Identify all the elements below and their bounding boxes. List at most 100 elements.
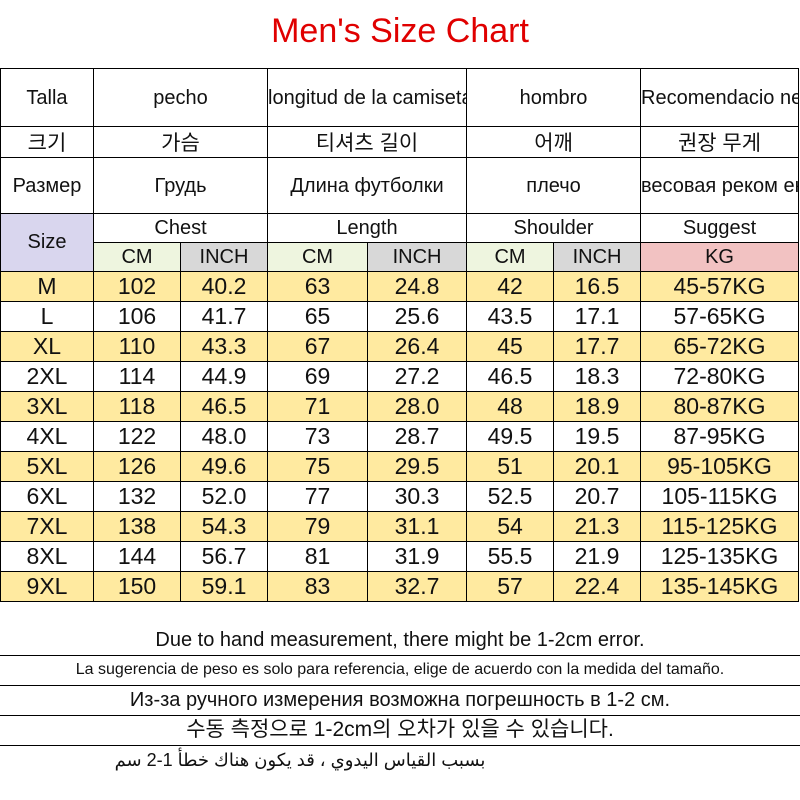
cell-shoulder-inch: 17.7 <box>553 331 642 362</box>
header-chest-en: Chest <box>93 213 268 243</box>
cell-size: 3XL <box>0 391 94 422</box>
cell-length-inch: 32.7 <box>366 571 468 602</box>
cell-weight-kg: 72-80KG <box>640 361 800 392</box>
cell-shoulder-inch: 20.1 <box>553 451 642 482</box>
cell-weight-kg: 57-65KG <box>640 301 800 332</box>
cell-weight-kg: 87-95KG <box>640 421 800 452</box>
unit-length-cm: CM <box>267 242 368 272</box>
header-shoulder-ko: 어깨 <box>466 126 642 158</box>
header-shoulder-ru: плечо <box>466 157 642 214</box>
cell-chest-inch: 52.0 <box>180 481 268 512</box>
cell-shoulder-inch: 18.9 <box>553 391 642 422</box>
cell-size: M <box>0 271 94 302</box>
unit-chest-inch: INCH <box>180 242 268 272</box>
table-row: 5XL 126 49.6 75 29.5 51 20.1 95-105KG <box>0 451 800 482</box>
header-length-ru: Длина футболки <box>266 157 468 214</box>
cell-weight-kg: 45-57KG <box>640 271 800 302</box>
cell-length-cm: 75 <box>267 451 368 482</box>
cell-weight-kg: 115-125KG <box>640 511 800 542</box>
cell-length-cm: 71 <box>267 391 368 422</box>
cell-shoulder-inch: 20.7 <box>553 481 642 512</box>
cell-size: L <box>0 301 94 332</box>
cell-length-inch: 31.9 <box>366 541 468 572</box>
cell-shoulder-cm: 42 <box>466 271 555 302</box>
notes-section: Due to hand measurement, there might be … <box>0 626 800 775</box>
cell-chest-inch: 48.0 <box>180 421 268 452</box>
cell-weight-kg: 95-105KG <box>640 451 800 482</box>
cell-length-inch: 31.1 <box>366 511 468 542</box>
cell-shoulder-inch: 17.1 <box>553 301 642 332</box>
cell-shoulder-cm: 57 <box>466 571 555 602</box>
cell-size: 7XL <box>0 511 94 542</box>
cell-weight-kg: 135-145KG <box>640 571 800 602</box>
cell-chest-inch: 54.3 <box>180 511 268 542</box>
unit-length-inch: INCH <box>366 242 468 272</box>
cell-length-cm: 77 <box>267 481 368 512</box>
cell-length-cm: 79 <box>267 511 368 542</box>
cell-chest-cm: 110 <box>93 331 181 362</box>
note-spanish: La sugerencia de peso es solo para refer… <box>0 656 800 686</box>
cell-shoulder-cm: 51 <box>466 451 555 482</box>
cell-chest-cm: 126 <box>93 451 181 482</box>
note-arabic: بسبب القياس اليدوي ، قد يكون هناك خطأ 1-… <box>114 750 486 770</box>
cell-length-cm: 65 <box>267 301 368 332</box>
cell-size: 8XL <box>0 541 94 572</box>
table-row: XL 110 43.3 67 26.4 45 17.7 65-72KG <box>0 331 800 362</box>
cell-chest-inch: 44.9 <box>180 361 268 392</box>
cell-length-cm: 73 <box>267 421 368 452</box>
header-size-es: Talla <box>0 68 94 127</box>
cell-chest-cm: 132 <box>93 481 181 512</box>
header-row-english: Size Chest Length Shoulder Suggest <box>0 213 800 272</box>
unit-weight-kg: KG <box>640 242 800 272</box>
table-row: M 102 40.2 63 24.8 42 16.5 45-57KG <box>0 271 800 302</box>
cell-weight-kg: 125-135KG <box>640 541 800 572</box>
cell-shoulder-inch: 19.5 <box>553 421 642 452</box>
unit-chest-cm: CM <box>93 242 181 272</box>
cell-size: 5XL <box>0 451 94 482</box>
header-row-korean: 크기 가슴 티셔츠 길이 어깨 권장 무게 <box>0 126 800 158</box>
header-size-ru: Размер <box>0 157 94 214</box>
header-size-en: Size <box>0 213 94 272</box>
cell-chest-cm: 102 <box>93 271 181 302</box>
cell-chest-inch: 40.2 <box>180 271 268 302</box>
cell-length-inch: 28.0 <box>366 391 468 422</box>
cell-chest-cm: 118 <box>93 391 181 422</box>
cell-chest-cm: 122 <box>93 421 181 452</box>
cell-chest-inch: 59.1 <box>180 571 268 602</box>
header-row-spanish: Talla pecho longitud de la camiseta homb… <box>0 68 800 127</box>
header-row-units: CM INCH CM INCH CM INCH KG <box>1 242 800 272</box>
unit-shoulder-cm: CM <box>466 242 555 272</box>
cell-chest-inch: 46.5 <box>180 391 268 422</box>
header-weight-ru: весовая реком ендации <box>640 157 800 214</box>
cell-size: 2XL <box>0 361 94 392</box>
size-rows: M 102 40.2 63 24.8 42 16.5 45-57KG L 106 41.7 65 25.… <box>0 271 800 602</box>
header-length-ko: 티셔츠 길이 <box>266 126 468 158</box>
cell-chest-inch: 56.7 <box>180 541 268 572</box>
header-chest-ko: 가슴 <box>93 126 268 158</box>
cell-length-inch: 26.4 <box>366 331 468 362</box>
cell-chest-inch: 49.6 <box>180 451 268 482</box>
table-row: L 106 41.7 65 25.6 43.5 17.1 57-65KG <box>0 301 800 332</box>
cell-shoulder-cm: 43.5 <box>466 301 555 332</box>
cell-shoulder-inch: 22.4 <box>553 571 642 602</box>
cell-length-inch: 29.5 <box>366 451 468 482</box>
unit-shoulder-inch: INCH <box>553 242 642 272</box>
cell-size: XL <box>0 331 94 362</box>
cell-length-cm: 69 <box>267 361 368 392</box>
cell-length-inch: 27.2 <box>366 361 468 392</box>
header-size-ko: 크기 <box>0 126 94 158</box>
cell-shoulder-cm: 46.5 <box>466 361 555 392</box>
cell-chest-cm: 106 <box>93 301 181 332</box>
cell-shoulder-inch: 18.3 <box>553 361 642 392</box>
header-length-en: Length <box>266 213 468 243</box>
cell-chest-inch: 41.7 <box>180 301 268 332</box>
header-suggest-en: Suggest <box>640 213 800 243</box>
cell-length-inch: 28.7 <box>366 421 468 452</box>
cell-shoulder-cm: 45 <box>466 331 555 362</box>
cell-length-inch: 24.8 <box>366 271 468 302</box>
cell-shoulder-inch: 16.5 <box>553 271 642 302</box>
size-chart-table: Talla pecho longitud de la camiseta homb… <box>0 68 800 602</box>
cell-length-cm: 67 <box>267 331 368 362</box>
header-shoulder-en: Shoulder <box>466 213 642 243</box>
cell-shoulder-cm: 49.5 <box>466 421 555 452</box>
